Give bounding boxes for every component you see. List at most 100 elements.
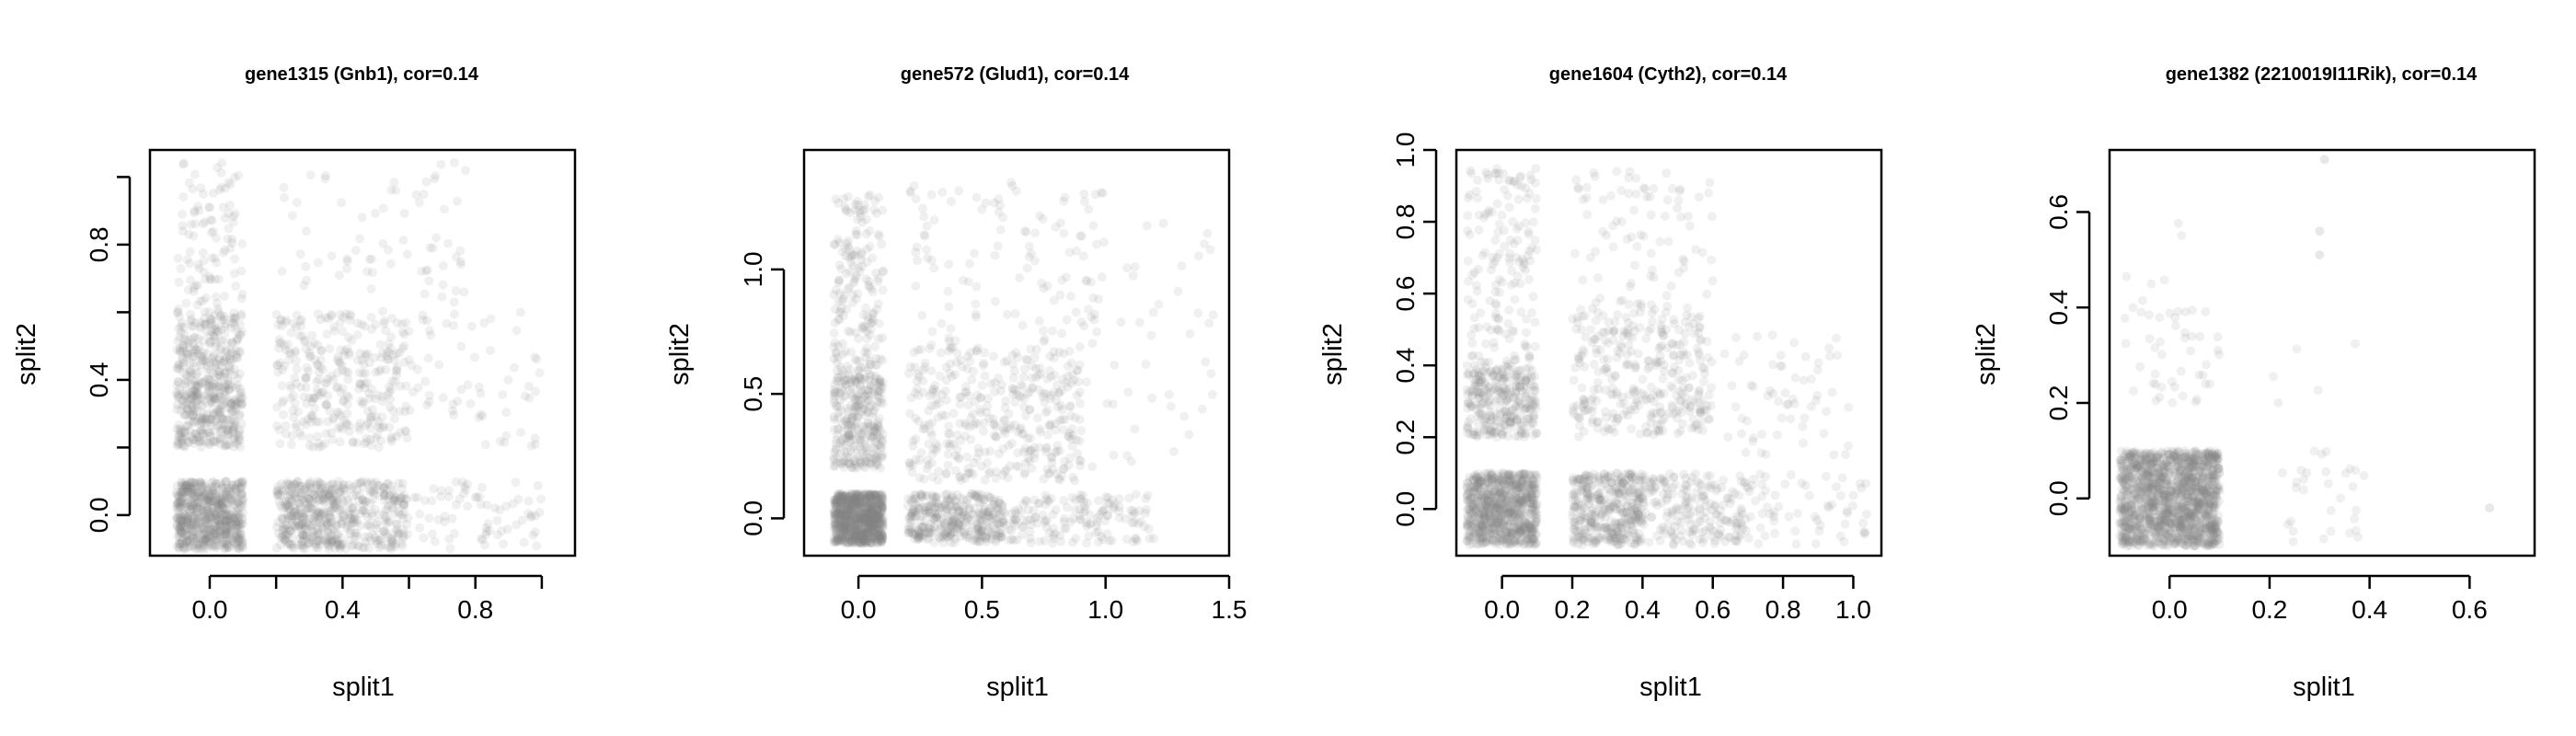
- scatter-point: [333, 352, 343, 362]
- scatter-point: [345, 521, 355, 531]
- scatter-point: [234, 477, 244, 488]
- scatter-point: [275, 500, 285, 511]
- scatter-point: [990, 516, 1000, 525]
- scatter-point: [206, 512, 216, 522]
- scatter-point: [210, 497, 220, 507]
- scatter-point: [456, 341, 466, 351]
- scatter-point: [1041, 490, 1051, 500]
- scatter-point: [343, 374, 353, 385]
- scatter-point: [322, 378, 332, 387]
- scatter-point: [535, 368, 545, 378]
- scatter-point: [351, 490, 362, 500]
- scatter-point: [931, 439, 941, 449]
- scatter-point: [220, 543, 230, 553]
- scatter-point: [952, 349, 962, 358]
- scatter-point: [211, 511, 221, 520]
- scatter-point: [174, 538, 184, 548]
- scatter-point: [1008, 385, 1018, 395]
- scatter-point: [181, 480, 191, 490]
- scatter-point: [229, 512, 239, 523]
- scatter-point: [191, 540, 201, 550]
- scatter-point: [852, 214, 862, 224]
- scatter-point: [279, 409, 288, 420]
- scatter-point: [218, 483, 227, 493]
- scatter-point: [1079, 189, 1089, 199]
- scatter-point: [204, 495, 214, 505]
- scatter-point: [457, 477, 467, 487]
- scatter-point: [182, 404, 192, 413]
- scatter-point: [1051, 425, 1061, 435]
- scatter-point: [216, 499, 226, 509]
- scatter-point: [382, 351, 392, 361]
- scatter-point: [190, 485, 200, 495]
- scatter-point: [297, 537, 307, 546]
- scatter-point: [1082, 538, 1091, 548]
- scatter-point: [865, 282, 875, 292]
- scatter-point: [1089, 309, 1099, 319]
- scatter-point: [224, 487, 235, 497]
- scatter-point: [197, 481, 207, 491]
- scatter-point: [202, 537, 212, 547]
- y-tick-label: 0.0: [739, 500, 767, 536]
- scatter-point: [178, 499, 188, 509]
- scatter-point: [178, 487, 188, 497]
- scatter-point: [831, 347, 841, 357]
- scatter-point: [200, 541, 210, 551]
- scatter-point: [1042, 465, 1052, 475]
- scatter-point: [299, 392, 309, 402]
- scatter-point: [1035, 211, 1045, 221]
- scatter-point: [420, 289, 430, 299]
- scatter-point: [194, 539, 203, 549]
- scatter-point: [370, 505, 380, 514]
- scatter-point: [180, 484, 190, 494]
- scatter-point: [850, 402, 860, 412]
- scatter-point: [234, 512, 244, 523]
- scatter-point: [1054, 387, 1064, 397]
- scatter-point: [943, 460, 953, 470]
- scatter-point: [224, 542, 235, 552]
- panel-2-ylabel: split2: [665, 323, 695, 385]
- scatter-point: [840, 202, 850, 212]
- scatter-point: [941, 468, 951, 478]
- scatter-point: [931, 492, 941, 501]
- scatter-point: [285, 393, 295, 403]
- scatter-point: [212, 531, 222, 541]
- scatter-point: [865, 225, 875, 236]
- scatter-point: [232, 540, 242, 550]
- scatter-point: [980, 371, 990, 381]
- scatter-point: [221, 477, 231, 487]
- scatter-point: [519, 537, 529, 547]
- scatter-point: [217, 518, 227, 528]
- scatter-point: [236, 533, 246, 543]
- scatter-point: [172, 542, 182, 551]
- scatter-point: [991, 431, 1001, 442]
- scatter-point: [221, 477, 231, 487]
- scatter-point: [924, 406, 934, 416]
- scatter-point: [231, 282, 241, 291]
- scatter-point: [1059, 349, 1068, 359]
- scatter-point: [230, 500, 240, 510]
- scatter-point: [179, 543, 190, 553]
- scatter-point: [943, 286, 953, 296]
- scatter-point: [1067, 492, 1077, 502]
- scatter-point: [423, 353, 433, 363]
- scatter-point: [186, 488, 196, 498]
- scatter-point: [337, 198, 347, 208]
- scatter-point: [188, 504, 198, 514]
- panel-1-xlabel: split1: [332, 673, 395, 702]
- scatter-point: [373, 539, 383, 549]
- scatter-point: [200, 535, 210, 545]
- scatter-point: [223, 535, 233, 545]
- scatter-point: [189, 493, 199, 503]
- scatter-point: [192, 510, 202, 520]
- scatter-point: [1075, 341, 1085, 351]
- scatter-point: [371, 433, 381, 443]
- scatter-point: [1177, 260, 1187, 270]
- scatter-point: [1164, 389, 1174, 399]
- scatter-point: [226, 534, 236, 544]
- scatter-point: [295, 249, 305, 259]
- scatter-point: [230, 496, 240, 506]
- scatter-point: [291, 489, 301, 499]
- panel-1: gene1315 (Gnb1), cor=0.14 split1 split2 …: [12, 64, 577, 702]
- scatter-point: [868, 408, 878, 418]
